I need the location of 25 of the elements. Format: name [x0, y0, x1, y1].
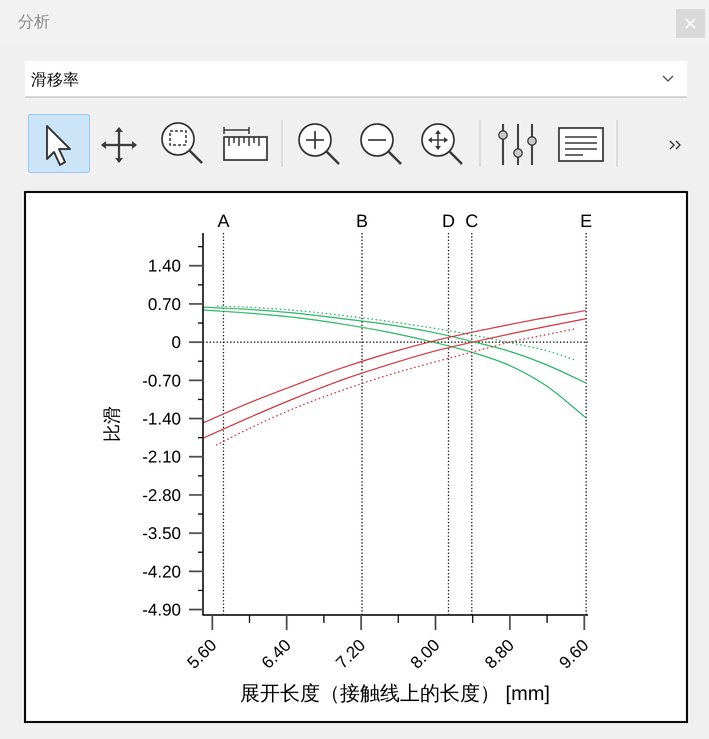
ytick-label: -4.20: [142, 562, 181, 581]
xtick-label: 8.80: [480, 635, 518, 672]
ytick-label: -2.80: [142, 485, 181, 504]
xtick-label: 5.60: [183, 635, 220, 672]
xlabel: 展开长度（接触线上的长度） [mm]: [240, 683, 550, 705]
ref-line-label: C: [465, 211, 478, 231]
ytick-label: -0.70: [142, 370, 181, 390]
subtitle: 滑移率: [31, 72, 79, 89]
ytick-label: 1.40: [148, 256, 181, 276]
ref-line-label: D: [442, 211, 455, 231]
ylabel: 比滑: [102, 406, 122, 442]
xtick-label: 6.40: [258, 635, 294, 672]
xtick-label: 7.20: [332, 635, 369, 672]
xtick-label: 9.60: [555, 635, 592, 672]
ref-line-label: A: [217, 211, 230, 231]
title: 分析: [18, 14, 50, 31]
ytick-label: -3.50: [142, 524, 181, 543]
ytick-label: -2.10: [142, 447, 181, 466]
xtick-label: 8.00: [406, 635, 444, 672]
ytick-label: 0: [172, 332, 181, 352]
ref-line-label: B: [356, 211, 368, 231]
ref-line-label: E: [580, 211, 592, 231]
ytick-label: 0.70: [148, 294, 181, 314]
ytick-label: -4.90: [142, 600, 181, 620]
ytick-label: -1.40: [142, 409, 181, 428]
